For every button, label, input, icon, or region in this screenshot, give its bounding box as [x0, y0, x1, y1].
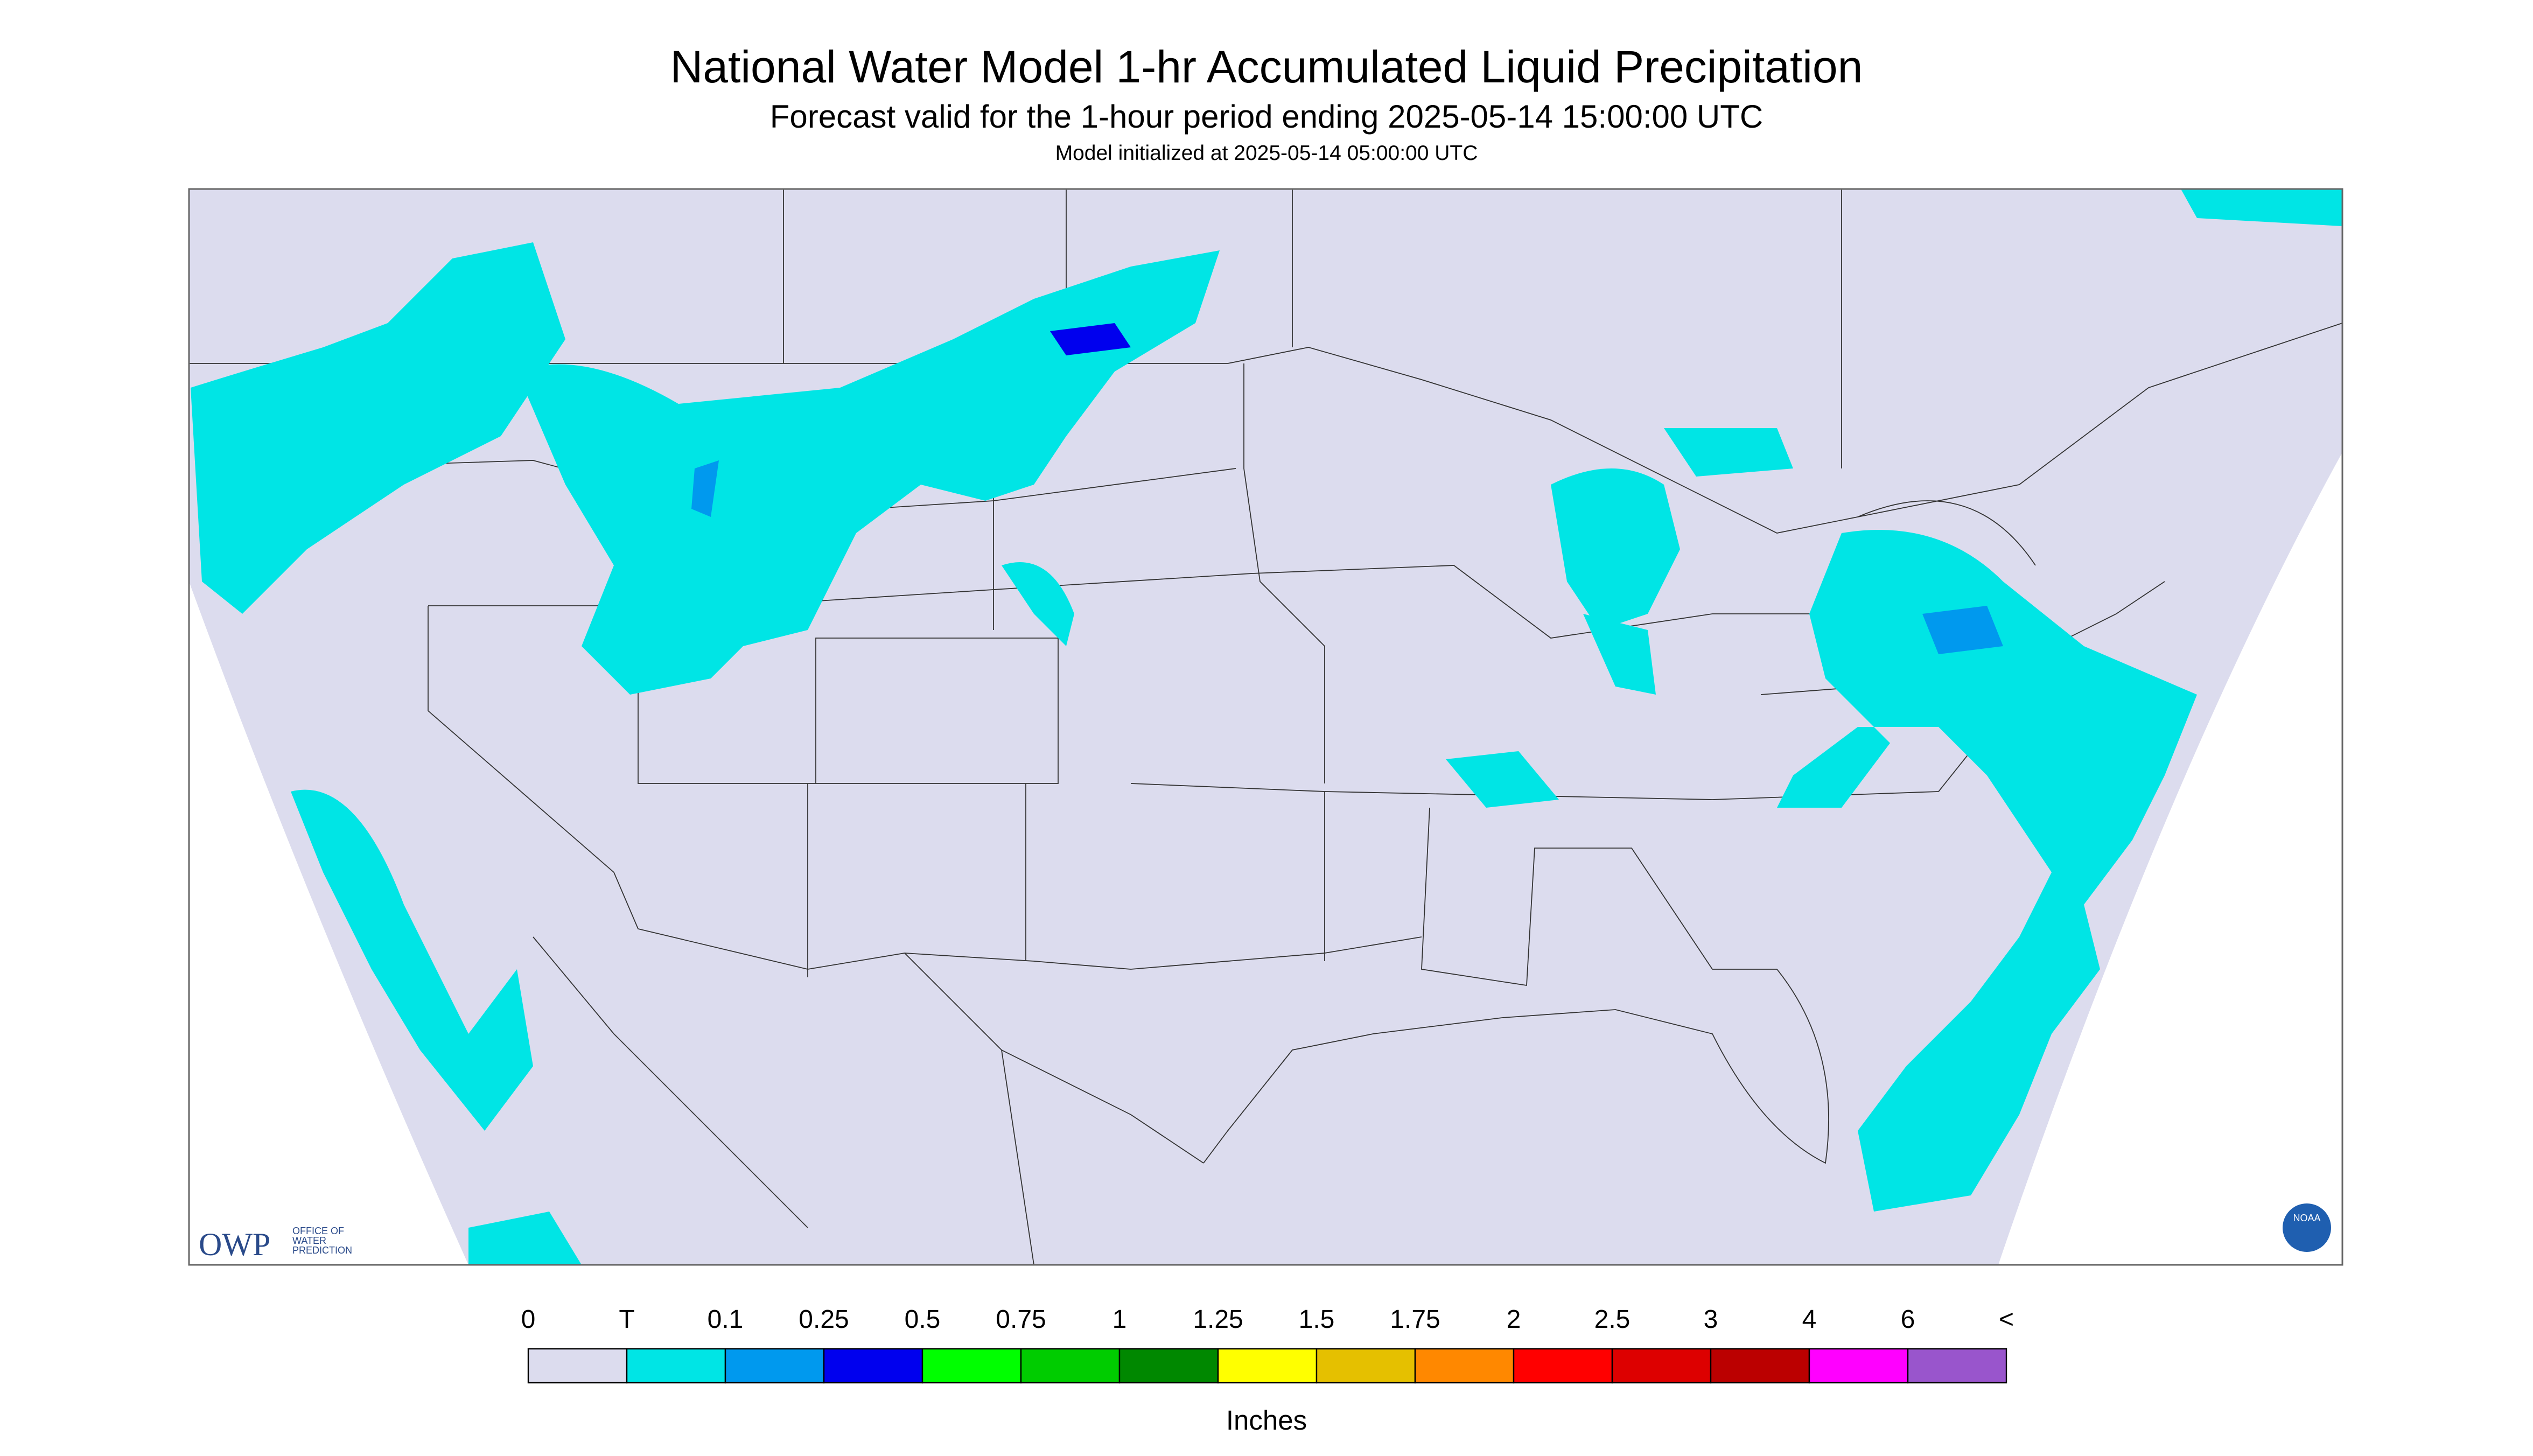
legend-label: 1.25: [1193, 1305, 1243, 1334]
legend-swatch: [527, 1348, 628, 1384]
legend-label: 0.5: [905, 1305, 941, 1334]
legend-label: 2: [1507, 1305, 1521, 1334]
owp-line: PREDICTION: [292, 1245, 352, 1256]
owp-logo: OWP: [199, 1227, 270, 1262]
precip-areas: [191, 189, 2342, 1265]
legend-label: 0.25: [799, 1305, 849, 1334]
init-note: Model initialized at 2025-05-14 05:00:00…: [1055, 142, 1478, 165]
legend-label: 1.5: [1299, 1305, 1335, 1334]
legend-swatch: [1217, 1348, 1318, 1384]
legend-swatch: [1316, 1348, 1416, 1384]
legend-swatch: [921, 1348, 1022, 1384]
legend-swatch: [1020, 1348, 1121, 1384]
legend-label: 0.1: [708, 1305, 744, 1334]
noaa-logo: [2283, 1203, 2331, 1252]
map-frame: [188, 188, 2343, 1266]
legend-unit: Inches: [1226, 1405, 1307, 1436]
legend-label: 0: [521, 1305, 536, 1334]
legend-label: <: [1999, 1305, 2014, 1334]
legend-swatch: [1710, 1348, 1810, 1384]
legend-swatch: [1118, 1348, 1219, 1384]
legend-swatch: [1513, 1348, 1613, 1384]
legend-swatch: [1808, 1348, 1909, 1384]
legend-swatch: [1611, 1348, 1712, 1384]
map: OWP OFFICE OF WATER PREDICTION NOAA: [188, 188, 2343, 1266]
subtitle: Forecast valid for the 1-hour period end…: [770, 99, 1763, 135]
owp-line: OFFICE OF: [292, 1226, 344, 1236]
boundaries: [189, 189, 2343, 1265]
legend-swatch: [724, 1348, 825, 1384]
legend-label: 1.75: [1390, 1305, 1440, 1334]
owp-line: WATER: [292, 1235, 326, 1246]
legend-label: 2.5: [1594, 1305, 1631, 1334]
legend-swatch: [1907, 1348, 2007, 1384]
legend-swatch: [1414, 1348, 1515, 1384]
legend-label: 4: [1802, 1305, 1817, 1334]
legend-label: 1: [1112, 1305, 1127, 1334]
legend: 0 T 0.1 0.25 0.5 0.75 1 1.25 1.5 1.75 2 2.5 3 4 6 <: [521, 1305, 2014, 1384]
legend-label: T: [619, 1305, 634, 1334]
title: National Water Model 1-hr Accumulated Li…: [670, 41, 1863, 92]
noaa-text: NOAA: [2293, 1213, 2320, 1223]
legend-swatch: [626, 1348, 726, 1384]
legend-label: 0.75: [996, 1305, 1046, 1334]
legend-swatch: [823, 1348, 923, 1384]
legend-label: 3: [1704, 1305, 1718, 1334]
legend-label: 6: [1901, 1305, 1915, 1334]
